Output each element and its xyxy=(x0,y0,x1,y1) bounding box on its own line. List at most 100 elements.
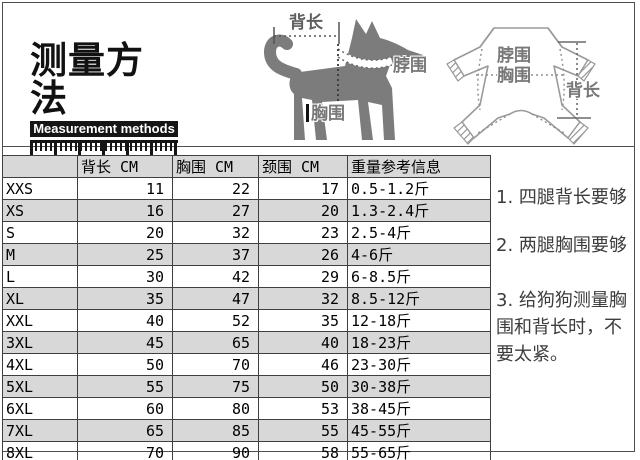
weight-cell: 45-55斤 xyxy=(347,419,491,442)
dog-chest-label: 胸围 xyxy=(311,104,345,124)
size-table: 背长 CM 胸围 CM 颈围 CM 重量参考信息 XXS 11 22 17 0.5-1.… xyxy=(2,155,491,460)
back-cell: 16 xyxy=(77,199,173,222)
weight-cell: 4-6斤 xyxy=(347,243,491,266)
note-3: 3. 给狗狗测量胸围和背长时，不要太紧。 xyxy=(496,290,627,365)
right-seam-dashed xyxy=(559,48,565,111)
hem-dashed xyxy=(477,113,565,134)
size-cell: XS xyxy=(2,199,78,222)
garment-back-end-bars xyxy=(557,41,591,119)
chest-cell: 22 xyxy=(172,177,259,200)
size-cell: 7XL xyxy=(2,419,78,442)
size-table-body: XXS 11 22 17 0.5-1.2斤 XS 16 27 20 1.3-2.4斤 S 20 32 23… xyxy=(2,177,491,460)
table-row: XXS 11 22 17 0.5-1.2斤 xyxy=(2,177,491,200)
back-cell: 25 xyxy=(77,243,173,266)
chest-measure-tick xyxy=(306,104,309,122)
garment-back-label: 背长 xyxy=(566,81,600,101)
dog-silhouette-icon xyxy=(289,19,423,140)
table-row: S 20 32 23 2.5-4斤 xyxy=(2,221,491,244)
table-row: 8XL 70 90 58 55-65斤 xyxy=(2,441,491,460)
dog-collar-icon xyxy=(335,49,394,69)
size-cell: 5XL xyxy=(2,375,78,398)
chest-cell: 85 xyxy=(172,419,259,442)
weight-cell: 23-30斤 xyxy=(347,353,491,376)
weight-cell: 0.5-1.2斤 xyxy=(347,177,491,200)
neck-cell: 50 xyxy=(258,375,348,398)
note-1: 1. 四腿背长要够 xyxy=(496,187,627,208)
back-cell: 50 xyxy=(77,353,173,376)
table-row: L 30 42 29 6-8.5斤 xyxy=(2,265,491,288)
header-weight: 重量参考信息 xyxy=(347,155,491,178)
neck-cell: 26 xyxy=(258,243,348,266)
weight-cell: 6-8.5斤 xyxy=(347,265,491,288)
weight-cell: 12-18斤 xyxy=(347,309,491,332)
table-row: XL 35 47 32 8.5-12斤 xyxy=(2,287,491,310)
neck-cell: 40 xyxy=(258,331,348,354)
page-subtitle: Measurement methods xyxy=(30,121,178,137)
garment-outline-icon xyxy=(453,27,589,139)
garment-diagram xyxy=(446,27,596,145)
right-leg-cuff-icon xyxy=(567,121,589,145)
table-row: 3XL 45 65 40 18-23斤 xyxy=(2,331,491,354)
weight-cell: 2.5-4斤 xyxy=(347,221,491,244)
neck-cell: 20 xyxy=(258,199,348,222)
garment-collar-icon xyxy=(479,27,563,48)
back-cell: 60 xyxy=(77,397,173,420)
back-cell: 70 xyxy=(77,441,173,460)
size-cell: L xyxy=(2,265,78,288)
chest-cell: 65 xyxy=(172,331,259,354)
size-cell: XXL xyxy=(2,309,78,332)
table-row: 7XL 65 85 55 45-55斤 xyxy=(2,419,491,442)
neck-cell: 58 xyxy=(258,441,348,460)
garment-chest-label: 胸围 xyxy=(497,66,531,86)
size-cell: 3XL xyxy=(2,331,78,354)
size-cell: M xyxy=(2,243,78,266)
dog-back-label: 背长 xyxy=(289,13,323,33)
table-row: 5XL 55 75 50 30-38斤 xyxy=(2,375,491,398)
header-chest: 胸围 CM xyxy=(172,155,259,178)
back-cell: 55 xyxy=(77,375,173,398)
back-cell: 20 xyxy=(77,221,173,244)
neck-cell: 46 xyxy=(258,353,348,376)
neck-cell: 29 xyxy=(258,265,348,288)
dog-collar-dash-bottom xyxy=(337,56,393,69)
size-cell: 4XL xyxy=(2,353,78,376)
note-2: 2. 两腿胸围要够 xyxy=(496,235,627,256)
chest-cell: 90 xyxy=(172,441,259,460)
chest-cell: 70 xyxy=(172,353,259,376)
page-title: 测量方法 xyxy=(30,39,144,120)
size-cell: XXS xyxy=(2,177,78,200)
table-row: 4XL 50 70 46 23-30斤 xyxy=(2,353,491,376)
dog-tail-icon xyxy=(263,34,302,80)
chest-cell: 52 xyxy=(172,309,259,332)
garment-neck-label: 脖围 xyxy=(497,46,531,66)
back-cell: 40 xyxy=(77,309,173,332)
neck-cell: 32 xyxy=(258,287,348,310)
left-seam-dashed xyxy=(477,48,483,111)
back-cell: 35 xyxy=(77,287,173,310)
chest-cell: 42 xyxy=(172,265,259,288)
chest-cell: 80 xyxy=(172,397,259,420)
neck-cell: 17 xyxy=(258,177,348,200)
neck-cell: 35 xyxy=(258,309,348,332)
weight-cell: 30-38斤 xyxy=(347,375,491,398)
chest-cell: 37 xyxy=(172,243,259,266)
table-row: 6XL 60 80 53 38-45斤 xyxy=(2,397,491,420)
header-neck: 颈围 CM xyxy=(258,155,348,178)
weight-cell: 1.3-2.4斤 xyxy=(347,199,491,222)
dog-collar-dash-top xyxy=(337,48,393,61)
neck-cell: 23 xyxy=(258,221,348,244)
table-row: XXL 40 52 35 12-18斤 xyxy=(2,309,491,332)
chest-cell: 75 xyxy=(172,375,259,398)
size-cell: S xyxy=(2,221,78,244)
back-cell: 45 xyxy=(77,331,173,354)
chest-cell: 27 xyxy=(172,199,259,222)
weight-cell: 8.5-12斤 xyxy=(347,287,491,310)
table-header-row: 背长 CM 胸围 CM 颈围 CM 重量参考信息 xyxy=(2,155,491,178)
title-block: 测量方法 Measurement methods xyxy=(30,42,180,170)
neck-cell: 53 xyxy=(258,397,348,420)
left-leg-cuff-icon xyxy=(453,121,475,145)
weight-cell: 55-65斤 xyxy=(347,441,491,460)
notes-panel: 1. 四腿背长要够 2. 两腿胸围要够 3. 给狗狗测量胸围和背长时，不要太紧。 xyxy=(496,178,636,368)
back-cell: 65 xyxy=(77,419,173,442)
